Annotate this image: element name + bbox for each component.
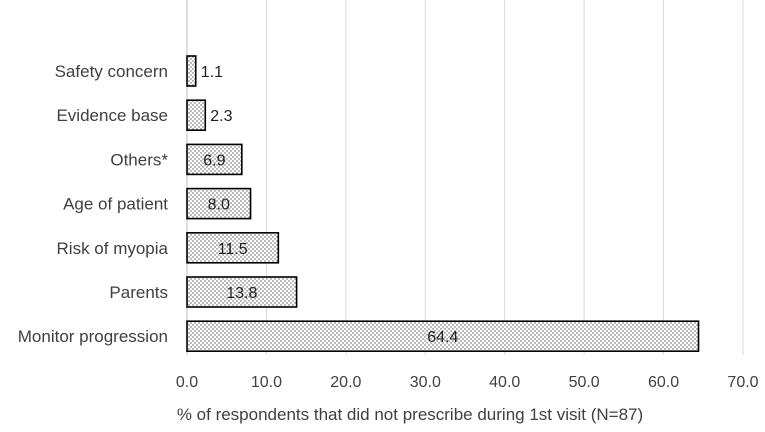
bar bbox=[186, 99, 207, 131]
category-label: Risk of myopia bbox=[57, 239, 169, 258]
labels: 0.0 10.0 20.0 30.0 40.0 50.0 60.0 70.0 Safety co… bbox=[18, 62, 759, 391]
bar bbox=[186, 143, 243, 176]
bar bbox=[186, 55, 197, 87]
category-label: Parents bbox=[109, 283, 168, 302]
x-tick-label: 40.0 bbox=[489, 374, 520, 391]
data-label: 13.8 bbox=[226, 285, 257, 302]
data-label: 8.0 bbox=[208, 197, 230, 214]
data-label: 6.9 bbox=[203, 152, 225, 169]
category-label: Safety concern bbox=[55, 62, 168, 81]
data-label: 1.1 bbox=[201, 64, 223, 81]
x-axis-title: % of respondents that did not prescribe … bbox=[177, 405, 643, 424]
bar bbox=[186, 276, 298, 308]
x-tick-label: 20.0 bbox=[330, 374, 361, 391]
category-label: Evidence base bbox=[56, 106, 168, 125]
category-label: Age of patient bbox=[63, 195, 168, 214]
data-label: 64.4 bbox=[427, 329, 458, 346]
data-label: 11.5 bbox=[218, 241, 248, 258]
gridlines bbox=[186, 0, 744, 355]
x-tick-label: 70.0 bbox=[727, 374, 758, 391]
x-tick-label: 30.0 bbox=[410, 374, 441, 391]
x-tick-label: 10.0 bbox=[251, 374, 282, 391]
category-label: Others* bbox=[110, 150, 168, 169]
x-tick-label: 60.0 bbox=[648, 374, 679, 391]
x-tick-label: 50.0 bbox=[569, 374, 600, 391]
data-label: 2.3 bbox=[210, 108, 232, 125]
x-tick-label: 0.0 bbox=[176, 374, 198, 391]
category-label: Monitor progression bbox=[18, 327, 168, 346]
bar bbox=[186, 232, 280, 264]
bars bbox=[186, 55, 700, 353]
bar bbox=[186, 187, 252, 220]
bar bbox=[186, 320, 700, 353]
